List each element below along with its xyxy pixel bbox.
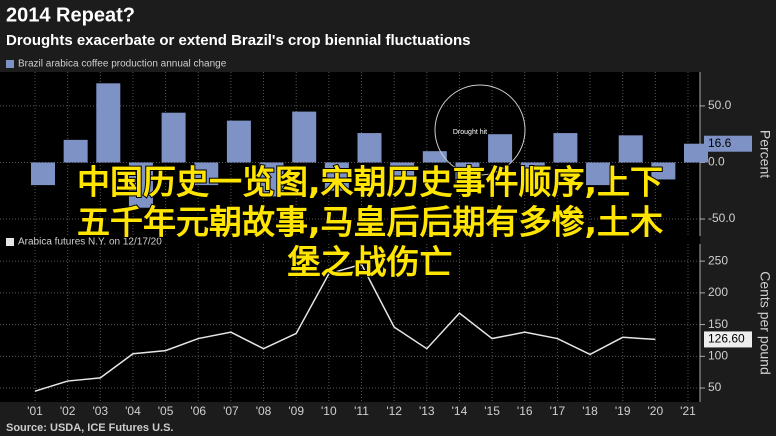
bar xyxy=(226,120,251,163)
x-tick-label: '06 xyxy=(190,404,206,418)
x-tick-label: '10 xyxy=(321,404,337,418)
y-tick-label: 0.0 xyxy=(708,155,725,169)
x-tick-label: '19 xyxy=(615,404,631,418)
x-tick-label: '14 xyxy=(452,404,468,418)
x-tick-label: '13 xyxy=(419,404,435,418)
title: 2014 Repeat? xyxy=(6,4,135,26)
bar xyxy=(292,111,317,163)
y-tick-label: 100 xyxy=(708,348,728,362)
bar xyxy=(586,162,611,186)
x-tick-label: '11 xyxy=(354,404,369,418)
bar xyxy=(324,162,349,191)
x-tick-label: '20 xyxy=(648,404,664,418)
bar xyxy=(357,133,382,163)
y-tick-label: 50.0 xyxy=(708,98,732,112)
y-tick-label: 50 xyxy=(708,380,722,394)
bar xyxy=(128,162,153,208)
line xyxy=(34,263,656,392)
legend-label: Arabica futures N.Y. on 12/17/20 xyxy=(18,237,162,248)
y-tick-label: -50.0 xyxy=(708,211,736,225)
axis-title: Percent xyxy=(757,130,773,178)
y-tick-label: 200 xyxy=(708,285,728,299)
x-tick-label: '07 xyxy=(223,404,239,418)
bar xyxy=(455,162,480,186)
annotation-circle xyxy=(434,84,526,176)
x-tick-label: '18 xyxy=(582,404,598,418)
x-tick-label: '12 xyxy=(386,404,402,418)
x-tick-label: '02 xyxy=(60,404,76,418)
x-tick-label: '01 xyxy=(27,404,43,418)
source: Source: USDA, ICE Futures U.S. xyxy=(6,422,173,434)
bar xyxy=(63,139,88,163)
legend-swatch xyxy=(6,238,14,246)
bar xyxy=(488,134,513,163)
bar xyxy=(553,133,578,163)
value-label-box xyxy=(704,135,752,152)
bar xyxy=(422,151,447,163)
bar xyxy=(651,162,676,180)
x-tick-label: '08 xyxy=(256,404,272,418)
bar xyxy=(161,112,186,163)
bar xyxy=(96,83,121,163)
y-tick-label: 150 xyxy=(708,317,728,331)
legend-label: Brazil arabica coffee production annual … xyxy=(18,59,227,70)
annotation: Drought hit xyxy=(453,129,487,136)
x-tick-label: '17 xyxy=(550,404,566,418)
overlay-text: 中国历史一览图,宋朝历史事件顺序,上下 xyxy=(77,163,663,202)
overlay-text: 堡之战伤亡 xyxy=(288,243,453,282)
bar xyxy=(520,162,545,174)
value-label: 126.60 xyxy=(708,332,745,346)
bar xyxy=(390,162,415,180)
x-tick-label: '15 xyxy=(484,404,500,418)
value-label-box xyxy=(704,331,752,348)
bar xyxy=(259,162,284,197)
bar xyxy=(684,143,708,163)
legend-swatch xyxy=(6,60,14,68)
subtitle: Droughts exacerbate or extend Brazil's c… xyxy=(6,32,471,49)
y-tick-label: 250 xyxy=(708,253,728,267)
bar xyxy=(194,162,219,186)
x-tick-label: '21 xyxy=(680,404,696,418)
x-tick-label: '09 xyxy=(288,404,304,418)
bar xyxy=(31,162,55,186)
x-tick-label: '04 xyxy=(125,404,141,418)
value-label: 16.6 xyxy=(708,136,732,150)
bar xyxy=(618,135,643,163)
axis-title: Cents per pound xyxy=(757,271,773,375)
x-tick-label: '03 xyxy=(92,404,108,418)
x-tick-label: '05 xyxy=(158,404,174,418)
overlay-text: 五千年元朝故事,马皇后后期有多惨,土木 xyxy=(77,203,663,242)
x-tick-label: '16 xyxy=(517,404,533,418)
